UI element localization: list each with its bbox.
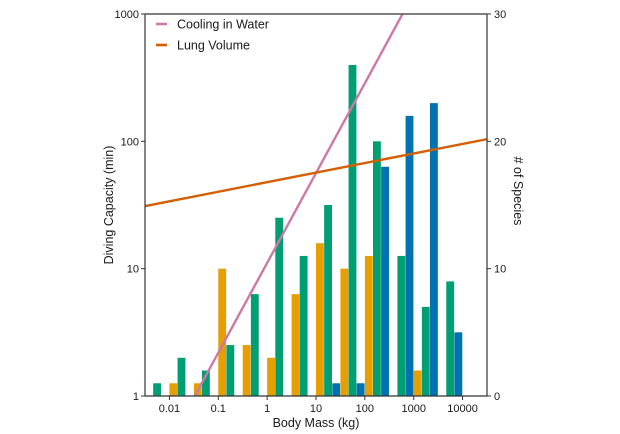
lung-volume-line <box>145 137 487 208</box>
y-axis-label-left: Diving Capacity (min) <box>102 146 116 265</box>
axes-layer <box>144 13 488 397</box>
blue-species-group-bar <box>356 383 365 396</box>
green-species-group-bar <box>421 306 430 396</box>
green-species-group-bar <box>250 294 259 396</box>
green-species-group-bar <box>373 141 381 396</box>
x-tick-label: 0.01 <box>159 403 180 415</box>
legend-label: Cooling in Water <box>177 18 269 32</box>
x-tick-label: 1000 <box>401 403 425 415</box>
legend: Cooling in Water Lung Volume <box>156 18 269 53</box>
y2-tick-label: 0 <box>494 391 500 403</box>
orange-species-group-bar <box>340 268 349 396</box>
blue-species-group-bar <box>381 166 389 396</box>
orange-species-group-bar <box>218 268 227 396</box>
green-species-group-bar <box>446 281 455 396</box>
y-tick-label: 10 <box>127 264 139 276</box>
orange-species-group-bar <box>413 370 422 396</box>
blue-species-group-bar <box>430 103 438 396</box>
x-tick-label: 10 <box>310 403 322 415</box>
orange-species-group-bar <box>364 255 373 396</box>
green-species-group-bar <box>202 370 210 396</box>
y2-tick-label: 30 <box>494 9 506 21</box>
orange-species-group-bar <box>267 357 275 396</box>
blue-species-group-bar <box>405 115 414 397</box>
orange-species-group-bar <box>242 345 251 396</box>
blue-species-group-bar <box>332 383 341 396</box>
blue-species-group-bar <box>454 332 463 396</box>
green-species-group-bar <box>397 255 406 396</box>
orange-species-group-bar <box>169 383 178 396</box>
green-species-group-bar <box>153 383 161 396</box>
bars-layer <box>153 64 463 397</box>
green-species-group-bar <box>324 205 332 396</box>
green-species-group-bar <box>348 64 357 397</box>
y-tick-label: 100 <box>121 136 139 148</box>
x-tick-label: 0.1 <box>211 403 226 415</box>
lines-layer <box>145 14 487 396</box>
green-species-group-bar <box>177 357 186 396</box>
x-tick-label: 100 <box>356 403 374 415</box>
y-tick-label: 1 <box>133 391 139 403</box>
green-species-group-bar <box>299 255 308 396</box>
green-species-group-bar <box>226 345 235 396</box>
green-species-group-bar <box>275 217 284 396</box>
orange-species-group-bar <box>291 294 300 396</box>
orange-species-group-bar <box>316 243 324 396</box>
y2-tick-label: 20 <box>494 136 506 148</box>
x-tick-label: 1 <box>264 403 270 415</box>
y-axis-label-right: # of Species <box>511 157 525 226</box>
x-axis-label: Body Mass (kg) <box>273 416 360 430</box>
y-tick-label: 1000 <box>115 9 139 21</box>
legend-label: Lung Volume <box>177 39 250 53</box>
y2-tick-label: 10 <box>494 264 506 276</box>
x-tick-label: 10000 <box>447 403 478 415</box>
